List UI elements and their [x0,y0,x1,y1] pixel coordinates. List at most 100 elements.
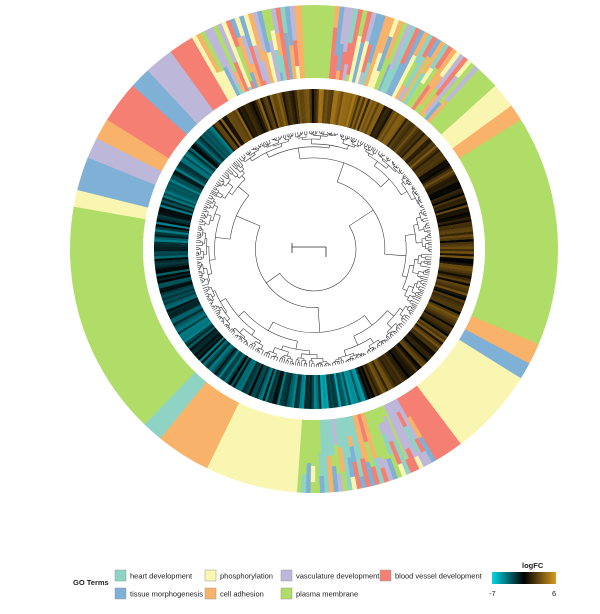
logfc-cell [433,286,467,299]
logfc-cell [250,101,266,134]
go-ring-strip [357,71,365,85]
logfc-cell [284,91,293,126]
go-ring-strip [295,66,301,79]
logfc-cell [288,373,297,408]
go-ring-strip [279,55,288,81]
logfc-cell [153,248,189,252]
go-ring-strip [333,444,342,475]
go-ring-segment [87,137,163,185]
go-ring-strip [421,450,432,465]
logfc-cell [319,374,325,409]
logfc-cell [401,134,428,161]
logfc-cell [345,370,357,405]
logfc-cell [333,90,342,125]
logfc-cell [161,287,195,301]
logfc-cell [404,335,431,361]
go-ring-strip [372,457,385,484]
logfc-cell [271,370,283,404]
logfc-cell [171,306,203,324]
go-ring-strip [323,481,330,493]
logfc-cell [168,300,200,318]
go-ring-strip [247,12,266,62]
go-ring-strip [367,52,383,88]
logfc-cell [439,231,474,238]
logfc-cell [293,89,301,124]
go-ring-strip [330,454,337,467]
logfc-cell [430,295,463,311]
logfc-cell [398,130,424,158]
legend-title: GO Terms [73,578,109,587]
logfc-cell [402,336,429,363]
logfc-cell [436,276,471,287]
go-ring-strip [192,35,221,81]
go-ring-strip [252,45,267,81]
logfc-cell [158,208,193,220]
go-ring-strip [345,74,350,82]
logfc-cell [274,93,285,127]
logfc-cell [176,312,207,333]
go-ring-strip [381,421,393,443]
logfc-cell [197,137,224,163]
logfc-cell [213,347,237,376]
logfc-cell [362,364,378,397]
logfc-cell [206,128,231,156]
go-ring-strip [360,10,373,43]
go-ring-segment [72,271,196,425]
logfc-cell [407,332,435,357]
go-ring-strip [386,457,398,480]
logfc-cell [157,274,192,284]
logfc-cell [339,92,350,127]
logfc-cell [197,335,224,361]
logfc-cell [439,256,474,262]
logfc-cell [173,169,205,189]
logfc-cell [339,371,349,406]
logfc-colorbar: logFC -7 6 [489,561,556,598]
logfc-cell [154,262,189,270]
logfc-cell [255,99,270,132]
go-ring-strip [418,436,436,463]
go-ring-strip [414,437,426,453]
logfc-cell [154,231,189,238]
logfc-cell [439,233,474,240]
logfc-cell [301,89,307,124]
logfc-cell [389,348,413,378]
go-ring-strip [421,40,446,75]
logfc-cell [181,319,211,341]
logfc-cell [306,374,311,409]
logfc-cell [153,246,189,249]
go-ring-segment [479,266,557,310]
go-ring-strip [401,62,418,87]
logfc-cell [358,99,374,132]
logfc-cell [428,299,461,316]
logfc-cell [226,113,247,144]
logfc-cell [416,319,447,342]
logfc-cell [394,125,419,154]
logfc-cell [245,362,263,395]
logfc-cell [331,90,340,125]
logfc-cell [374,358,394,390]
logfc-cell [181,156,212,179]
logfc-cell [383,115,405,145]
logfc-cell [172,171,204,191]
go-ring-strip [405,458,416,474]
logfc-cell [431,190,464,205]
logfc-cell [437,216,472,226]
go-ring-strip [365,12,377,43]
go-ring-strip [196,33,221,74]
go-terms-legend: GO Terms heart development tissue morphog… [73,569,483,600]
logfc-cell [160,201,194,214]
logfc-cell [352,368,366,402]
logfc-cell [154,258,189,265]
logfc-cell [354,367,369,401]
go-ring-strip [421,36,438,59]
logfc-cell [154,241,189,246]
go-ring-strip [382,415,397,442]
logfc-cell [360,365,376,398]
logfc-cell [408,330,436,356]
logfc-cell [217,119,241,149]
logfc-cell [155,226,190,234]
logfc-cell [435,206,470,218]
logfc-cell [397,342,422,370]
logfc-cell [397,128,422,156]
logfc-cell [232,109,252,141]
